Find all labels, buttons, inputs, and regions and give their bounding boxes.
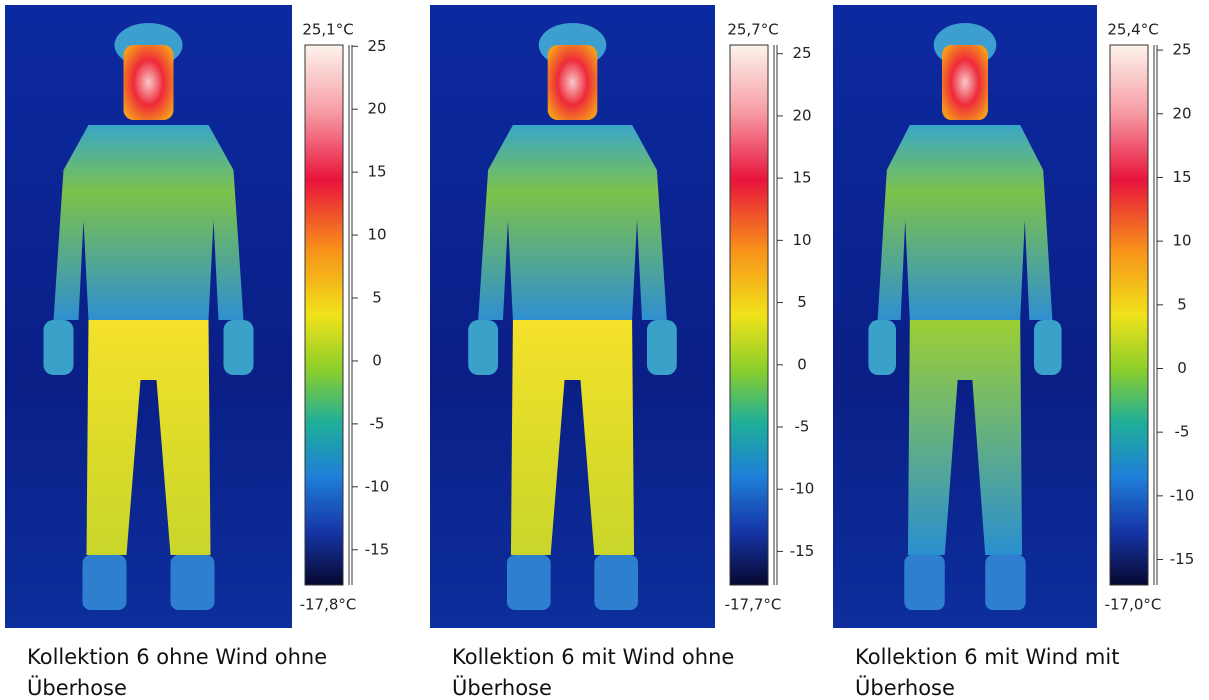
figure: 25,1°C -17,8°C 25 20 15 10 5 0 -5 -10 -15 Kollektio… (0, 0, 1209, 700)
scale-max-label: 25,7°C (727, 21, 778, 39)
tick-label: 15 (792, 169, 811, 187)
colorbar (1110, 45, 1148, 585)
tick-label: 5 (372, 289, 382, 307)
tick-label: 0 (1177, 359, 1187, 377)
right-shoe (594, 555, 638, 610)
scale-min-label: -17,8°C (300, 596, 357, 614)
tick-label: -5 (795, 417, 810, 435)
colorbar (730, 45, 768, 585)
caption: Kollektion 6 mit Wind ohne (452, 645, 734, 669)
tick-label: 0 (372, 351, 382, 369)
tick-label: -15 (790, 542, 815, 560)
tick-label: -15 (365, 540, 390, 558)
caption: Überhose (452, 675, 552, 700)
right-glove (224, 320, 254, 375)
scale-max-label: 25,1°C (302, 21, 353, 39)
caption: Kollektion 6 mit Wind mit (855, 645, 1119, 669)
left-shoe (904, 555, 944, 610)
tick-label: -5 (370, 414, 385, 432)
tick-label: 5 (797, 293, 807, 311)
face (942, 45, 988, 120)
tick-label: 10 (367, 226, 386, 244)
right-shoe (985, 555, 1025, 610)
colorbar (305, 45, 343, 585)
scale-min-label: -17,0°C (1105, 596, 1162, 614)
tick-label: 25 (1172, 41, 1191, 59)
left-glove (868, 320, 896, 375)
tick-label: 15 (367, 163, 386, 181)
right-glove (1034, 320, 1062, 375)
thermal-panel: 25,4°C -17,0°C 25 20 15 10 5 0 -5 -10 -15 Kollektio… (833, 5, 1194, 700)
tick-label: 20 (367, 100, 386, 118)
tick-label: -10 (365, 477, 390, 495)
tick-label: 10 (792, 231, 811, 249)
left-glove (44, 320, 74, 375)
left-shoe (83, 555, 127, 610)
face (548, 45, 598, 120)
tick-label: 15 (1172, 168, 1191, 186)
tick-label: 5 (1177, 295, 1187, 313)
tick-label: 25 (792, 44, 811, 62)
thermal-panel: 25,1°C -17,8°C 25 20 15 10 5 0 -5 -10 -15 Kollektio… (5, 5, 389, 700)
left-shoe (507, 555, 551, 610)
left-glove (468, 320, 498, 375)
thermal-panel: 25,7°C -17,7°C 25 20 15 10 5 0 -5 -10 -15 Kollektio… (430, 5, 814, 700)
scale-min-label: -17,7°C (725, 596, 782, 614)
tick-label: 0 (797, 355, 807, 373)
tick-label: -10 (1170, 486, 1195, 504)
caption: Kollektion 6 ohne Wind ohne (27, 645, 327, 669)
caption: Überhose (855, 675, 955, 700)
scale-max-label: 25,4°C (1107, 21, 1158, 39)
tick-label: 25 (367, 37, 386, 55)
tick-label: 20 (1172, 104, 1191, 122)
tick-label: -5 (1175, 423, 1190, 441)
tick-label: -15 (1170, 550, 1195, 568)
right-glove (647, 320, 677, 375)
tick-label: 10 (1172, 232, 1191, 250)
tick-label: 20 (792, 106, 811, 124)
tick-label: -10 (790, 480, 815, 498)
caption: Überhose (27, 675, 127, 700)
face (124, 45, 174, 120)
right-shoe (171, 555, 215, 610)
